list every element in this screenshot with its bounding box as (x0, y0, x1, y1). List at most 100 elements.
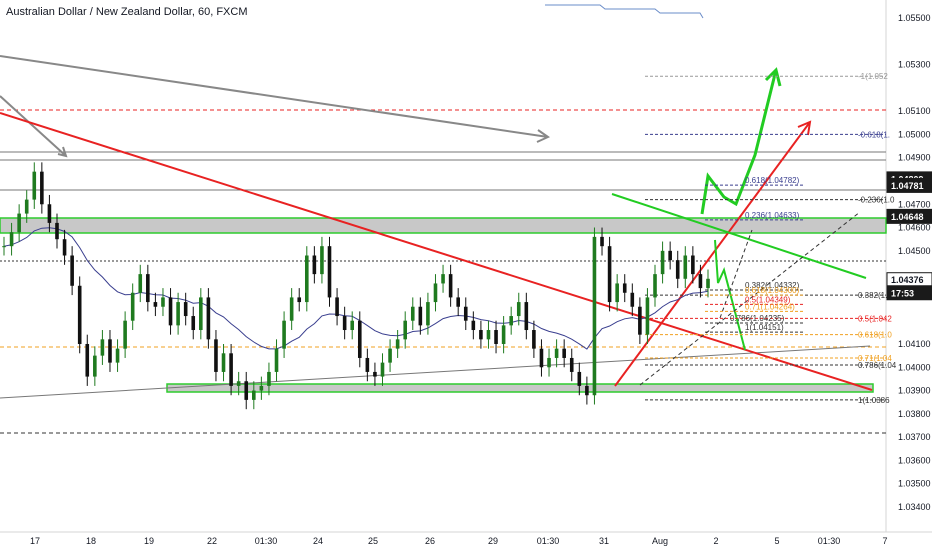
y-tick-label: 1.03900 (898, 386, 931, 396)
candle-body (547, 357, 551, 368)
moving-average-line (3, 227, 709, 350)
candle-body (638, 306, 642, 335)
candle-body (130, 292, 135, 321)
candle-body (62, 239, 67, 256)
candle-body (365, 357, 370, 372)
fib-inner-label: 0.236(1.04633) (745, 211, 800, 220)
candle-body (486, 330, 491, 340)
candle-body (441, 274, 445, 284)
candle-body (304, 255, 309, 303)
candle-body (653, 274, 657, 298)
candle-body (282, 320, 286, 349)
candle-body (426, 302, 430, 326)
candle-body (410, 306, 415, 321)
candle-body (471, 320, 476, 331)
candle-body (183, 302, 188, 317)
y-tick-label: 1.03800 (898, 409, 931, 419)
candle-body (539, 348, 544, 368)
grey-arrow-line-1[interactable] (0, 55, 549, 138)
candle-body (17, 213, 21, 233)
candle-body (320, 246, 324, 275)
candle-body (357, 320, 362, 358)
fib-level-label: -0.618(1. (858, 130, 890, 139)
candle-body (335, 297, 339, 317)
candle-body (40, 171, 44, 205)
y-axis: 1.05500 1.05300 1.05100 1.05000 1.04900 1.047… (898, 13, 931, 512)
candle-body (312, 255, 317, 275)
candle-body (206, 297, 211, 340)
candle-body (660, 250, 665, 275)
price-badge (886, 208, 932, 224)
candle-body (403, 320, 408, 340)
candle-body (259, 385, 264, 391)
candle-body (176, 302, 180, 326)
grey-trend-line[interactable] (0, 345, 871, 399)
candle-body (600, 236, 604, 247)
candle-body (380, 362, 385, 377)
candle-body (532, 330, 536, 349)
x-tick-label: 17 (30, 536, 40, 546)
candle-body (463, 306, 468, 321)
candle-body (2, 246, 6, 248)
y-tick-label: 1.04900 (898, 153, 931, 163)
price-badge (886, 177, 932, 193)
candle-body (115, 348, 120, 363)
grey-arrow-line-2[interactable] (0, 95, 67, 157)
red-uptrend-line[interactable] (614, 121, 811, 387)
green-bear-path[interactable] (714, 239, 746, 351)
y-tick-label: 1.04500 (898, 246, 931, 256)
candle-body (562, 348, 566, 358)
candle-body (691, 255, 695, 275)
resistance-zone[interactable] (0, 217, 887, 234)
candle-body (524, 302, 529, 331)
y-tick-label: 1.05500 (898, 13, 931, 23)
candle-body (24, 199, 29, 214)
candle-body (592, 236, 597, 396)
green-channel-line[interactable] (611, 193, 867, 279)
y-tick-label: 1.03400 (898, 502, 931, 512)
y-tick-label: 1.04600 (898, 223, 931, 233)
fib-level-label: 0.618(1.0 (858, 331, 892, 340)
candle-body (244, 381, 249, 400)
candle-body (161, 297, 165, 307)
candle-body (607, 246, 612, 303)
candle-body (138, 274, 143, 293)
fib-levels-inner: 0.382(1.04332) 0.5(1.04349)0.618(1.04300)… (705, 176, 805, 333)
candle-body (191, 316, 196, 331)
y-tick-label: 1.05300 (898, 60, 931, 70)
candle-body (622, 283, 627, 293)
x-tick-label: 26 (425, 536, 435, 546)
candle-body (516, 302, 521, 317)
fib-level-label: 0.5(1.042 (858, 314, 892, 323)
fib-inner-label: 0.786(1.04235) (730, 314, 785, 323)
y-tick-label: 1.04100 (898, 339, 931, 349)
price-badge-label: 1.04781 (891, 181, 924, 191)
candle-body (395, 339, 400, 349)
candle-body (221, 353, 226, 372)
x-tick-label: 01:30 (255, 536, 278, 546)
candle-body (479, 330, 483, 340)
green-bull-path[interactable] (700, 69, 778, 215)
x-tick-label: 5 (774, 536, 779, 546)
x-axis: 17 18 19 22 01:30 24 25 26 29 01:30 31 Aug 2 5 01:30 7 (30, 536, 888, 546)
green-bull-arrow-head (764, 67, 782, 87)
candle-body (199, 297, 203, 331)
candle-body (236, 381, 241, 386)
y-tick-label: 1.05100 (898, 106, 931, 116)
moving-average (3, 227, 709, 350)
x-tick-label: Aug (652, 536, 668, 546)
candle-body (327, 246, 332, 298)
candle-body (77, 285, 82, 344)
candle-body (668, 250, 672, 261)
candle-body (706, 278, 710, 289)
x-tick-label: 22 (207, 536, 217, 546)
red-downtrend-line[interactable] (0, 112, 873, 391)
candle-body (289, 297, 294, 321)
candle-body (630, 292, 635, 307)
x-tick-label: 7 (882, 536, 887, 546)
support-zone[interactable] (166, 383, 874, 393)
x-tick-label: 31 (599, 536, 609, 546)
price-badge-label: 17:53 (891, 288, 914, 298)
